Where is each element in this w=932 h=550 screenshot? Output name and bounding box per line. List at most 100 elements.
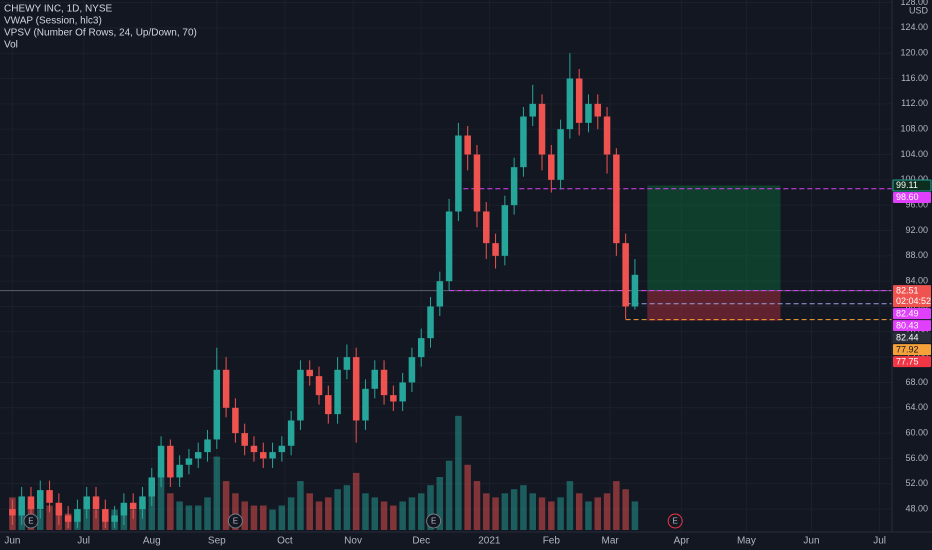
candle-body — [352, 357, 360, 421]
volume-bar — [194, 505, 202, 530]
y-tick-label: 52.00 — [905, 478, 928, 488]
y-tick-label: 84.00 — [905, 276, 928, 286]
candle-body — [585, 103, 592, 123]
y-tick-label: 124.00 — [900, 22, 928, 32]
candle-body — [18, 496, 25, 516]
candle-body — [64, 515, 72, 522]
candle-body — [464, 135, 471, 155]
volume-bar — [510, 489, 518, 530]
candle-body — [538, 103, 546, 155]
volume-bar — [538, 497, 546, 530]
profit-zone — [647, 185, 781, 291]
volume-bar — [260, 505, 267, 530]
candle-body — [417, 338, 425, 358]
candle-body — [139, 496, 146, 510]
volume-bar — [250, 505, 258, 530]
indicator[interactable]: VWAP (Session, hlc3) — [4, 16, 102, 27]
candle-body — [483, 211, 490, 244]
y-tick-label: 60.00 — [905, 427, 928, 437]
x-tick-label: Jul — [77, 536, 90, 547]
y-tick-label: 64.00 — [905, 402, 928, 412]
candle-body — [334, 369, 341, 415]
candle-body — [315, 376, 323, 396]
volume-bar — [167, 493, 174, 530]
y-tick-label: 56.00 — [905, 453, 928, 463]
y-tick-label: 92.00 — [905, 225, 928, 235]
volume-bar — [362, 493, 369, 530]
volume-bar — [325, 497, 332, 530]
volume-bar — [445, 460, 453, 530]
candle-body — [566, 78, 574, 130]
y-tick-label: 48.00 — [905, 503, 928, 513]
volume-bar — [371, 497, 379, 530]
earnings-marker — [23, 513, 39, 529]
volume-bar — [492, 497, 499, 530]
candle-body — [37, 490, 44, 510]
price-label-box — [893, 332, 931, 344]
candle-body — [148, 477, 156, 497]
candle-body — [371, 369, 379, 389]
candle-body — [408, 357, 416, 383]
candle-body — [260, 452, 267, 459]
labels: 48.0052.0056.0060.0064.0068.0072.0076.00… — [4, 0, 932, 547]
x-tick-label: Dec — [412, 536, 430, 547]
volume-bar — [520, 485, 527, 530]
indicator[interactable]: VPSV (Number Of Rows, 24, Up/Down, 70) — [4, 28, 197, 39]
x-tick-label: Jun — [803, 536, 819, 547]
volume-bar — [278, 505, 286, 530]
candle-body — [176, 464, 183, 478]
volume-bar — [603, 493, 611, 530]
candle-body — [455, 135, 462, 212]
volume-bar — [204, 497, 211, 530]
price-label-box — [893, 344, 931, 356]
volume-bar — [436, 477, 444, 530]
price-label: 77.75 — [896, 356, 919, 366]
price-label: 82.49 — [896, 308, 919, 318]
price-label: 77.92 — [896, 344, 919, 354]
x-tick-label: Feb — [543, 536, 561, 547]
price-label: 82.44 — [896, 332, 919, 342]
candle-body — [575, 78, 583, 123]
candle-body — [241, 433, 248, 446]
candle-body — [631, 274, 639, 307]
candle-body — [74, 509, 81, 522]
y-tick-label: 112.00 — [901, 98, 928, 108]
y-tick-label: 68.00 — [905, 377, 928, 387]
volume-bar — [352, 472, 360, 530]
candle-body — [9, 509, 16, 516]
earnings-marker — [667, 513, 683, 529]
volume-bar — [222, 481, 230, 530]
loss-zone — [647, 290, 781, 321]
volume-bar — [631, 501, 639, 530]
x-tick-label: Jun — [4, 536, 20, 547]
volume-bar — [613, 481, 620, 530]
candle-body — [473, 154, 481, 212]
candle-body — [399, 382, 406, 402]
candle-body — [269, 452, 276, 459]
plot — [0, 53, 892, 530]
price-label-box — [893, 320, 931, 332]
candle-body — [194, 452, 202, 459]
volume-bar — [557, 497, 564, 530]
volume-bar — [185, 505, 193, 530]
indicator[interactable]: Vol — [4, 40, 18, 51]
volume-bar — [566, 481, 574, 530]
volume-bar — [548, 501, 555, 530]
candle-body — [204, 439, 211, 453]
x-tick-label: Jul — [873, 536, 886, 547]
y-tick-label: 116.00 — [901, 73, 928, 83]
earnings-label: E — [28, 517, 33, 526]
volume-bar — [464, 464, 471, 530]
earnings-marker — [227, 513, 243, 529]
price-label-box — [893, 356, 931, 368]
x-tick-label: Nov — [344, 536, 362, 547]
candle-body — [380, 369, 388, 396]
volume-bar — [455, 415, 462, 530]
candle-body — [83, 496, 90, 510]
candle-body — [325, 395, 332, 415]
candle-body — [287, 420, 295, 446]
volume-bar — [297, 481, 304, 530]
price-label: 80.43 — [896, 320, 919, 330]
candle-body — [548, 154, 555, 180]
volume-bar — [148, 493, 156, 530]
